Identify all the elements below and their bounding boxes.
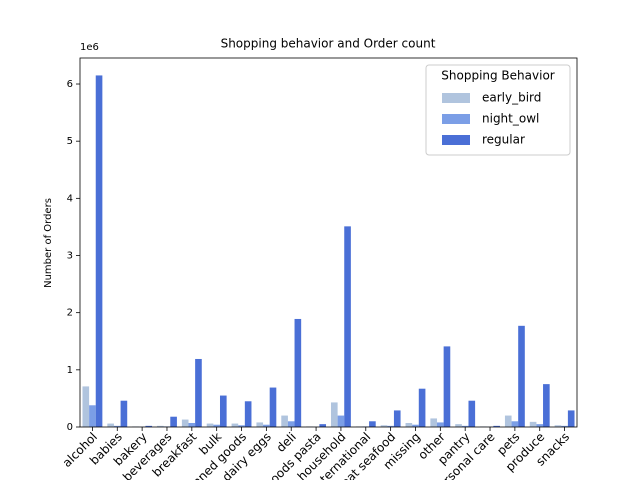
bar	[518, 325, 525, 427]
bar	[504, 415, 512, 427]
bar	[461, 425, 469, 427]
legend-label: early_bird	[482, 91, 541, 105]
bar	[206, 423, 214, 427]
y-tick-label: 5	[67, 136, 73, 147]
bar	[554, 425, 562, 427]
bar	[330, 402, 338, 427]
bar	[380, 425, 388, 427]
bar	[443, 346, 451, 427]
y-tick-label: 1	[67, 365, 73, 376]
bar	[157, 425, 164, 427]
bar	[468, 400, 476, 427]
bar	[561, 425, 568, 427]
bar	[213, 424, 220, 427]
bar	[511, 421, 519, 427]
y-tick-label: 4	[67, 193, 73, 204]
bar	[231, 423, 239, 427]
bar	[263, 424, 270, 427]
y-tick-label: 2	[67, 308, 73, 319]
bar	[543, 384, 550, 427]
bar	[493, 425, 500, 427]
bar	[95, 75, 103, 428]
bar	[244, 401, 252, 427]
legend-label: night_owl	[482, 112, 539, 126]
bar	[287, 421, 295, 427]
bar	[393, 410, 401, 427]
bar	[120, 400, 128, 427]
bar	[412, 424, 419, 427]
bar	[319, 424, 327, 427]
bar	[437, 422, 444, 427]
bar	[281, 415, 288, 427]
bar	[238, 425, 245, 427]
y-tick-label: 3	[67, 251, 73, 262]
bar	[405, 422, 413, 427]
bar	[89, 405, 96, 427]
bar	[188, 422, 196, 427]
bar	[269, 387, 277, 427]
bar	[82, 386, 90, 427]
bar	[170, 416, 177, 427]
bar	[145, 425, 153, 427]
bar	[181, 419, 189, 427]
bar	[294, 318, 302, 427]
legend-label: regular	[482, 133, 525, 147]
legend-swatch	[442, 135, 470, 145]
bar	[455, 424, 462, 427]
bar	[387, 425, 394, 427]
y-tick-label: 6	[67, 79, 73, 90]
plot-frame	[79, 57, 578, 428]
bar	[529, 421, 537, 427]
bar	[418, 388, 426, 427]
legend-box	[425, 64, 571, 156]
bar	[256, 422, 264, 427]
bar	[536, 424, 544, 427]
bar	[195, 358, 202, 427]
legend-swatch	[442, 93, 470, 103]
bar	[430, 418, 438, 427]
bar	[567, 410, 575, 427]
y-axis-label: Number of Orders	[43, 198, 54, 288]
bar	[219, 395, 227, 427]
bar	[369, 421, 376, 427]
bar	[344, 226, 351, 427]
bar	[113, 425, 121, 427]
chart-title: Shopping behavior and Order count	[221, 37, 436, 51]
y-tick-label: 0	[67, 422, 73, 433]
legend-swatch	[442, 114, 470, 124]
bar	[337, 415, 345, 427]
bar	[107, 423, 114, 427]
legend-title: Shopping Behavior	[441, 69, 555, 83]
y-offset-label: 1e6	[80, 42, 99, 53]
